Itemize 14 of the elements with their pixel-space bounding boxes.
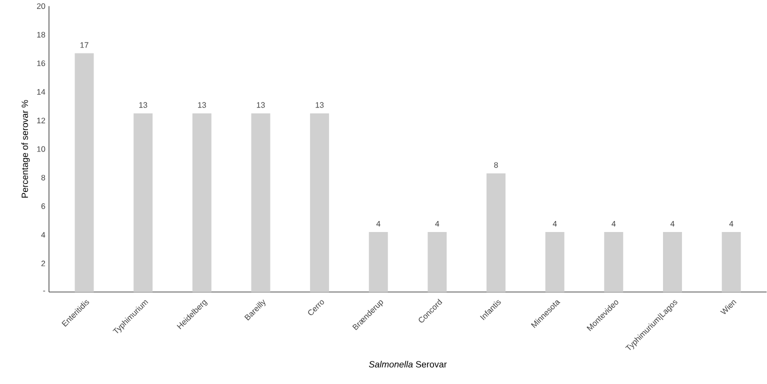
bar xyxy=(134,113,153,292)
bar xyxy=(310,113,330,292)
bar xyxy=(486,173,506,292)
bar xyxy=(662,232,682,292)
bar xyxy=(604,232,624,292)
x-axis-title: Salmonella Serovar xyxy=(368,360,447,368)
bar xyxy=(192,113,212,292)
bar xyxy=(545,232,564,292)
bar xyxy=(428,232,447,292)
y-axis-title: Percentage of serovar % xyxy=(21,100,30,198)
bar xyxy=(722,232,741,292)
bar xyxy=(74,53,94,292)
bar xyxy=(368,232,388,292)
bar xyxy=(251,113,270,292)
